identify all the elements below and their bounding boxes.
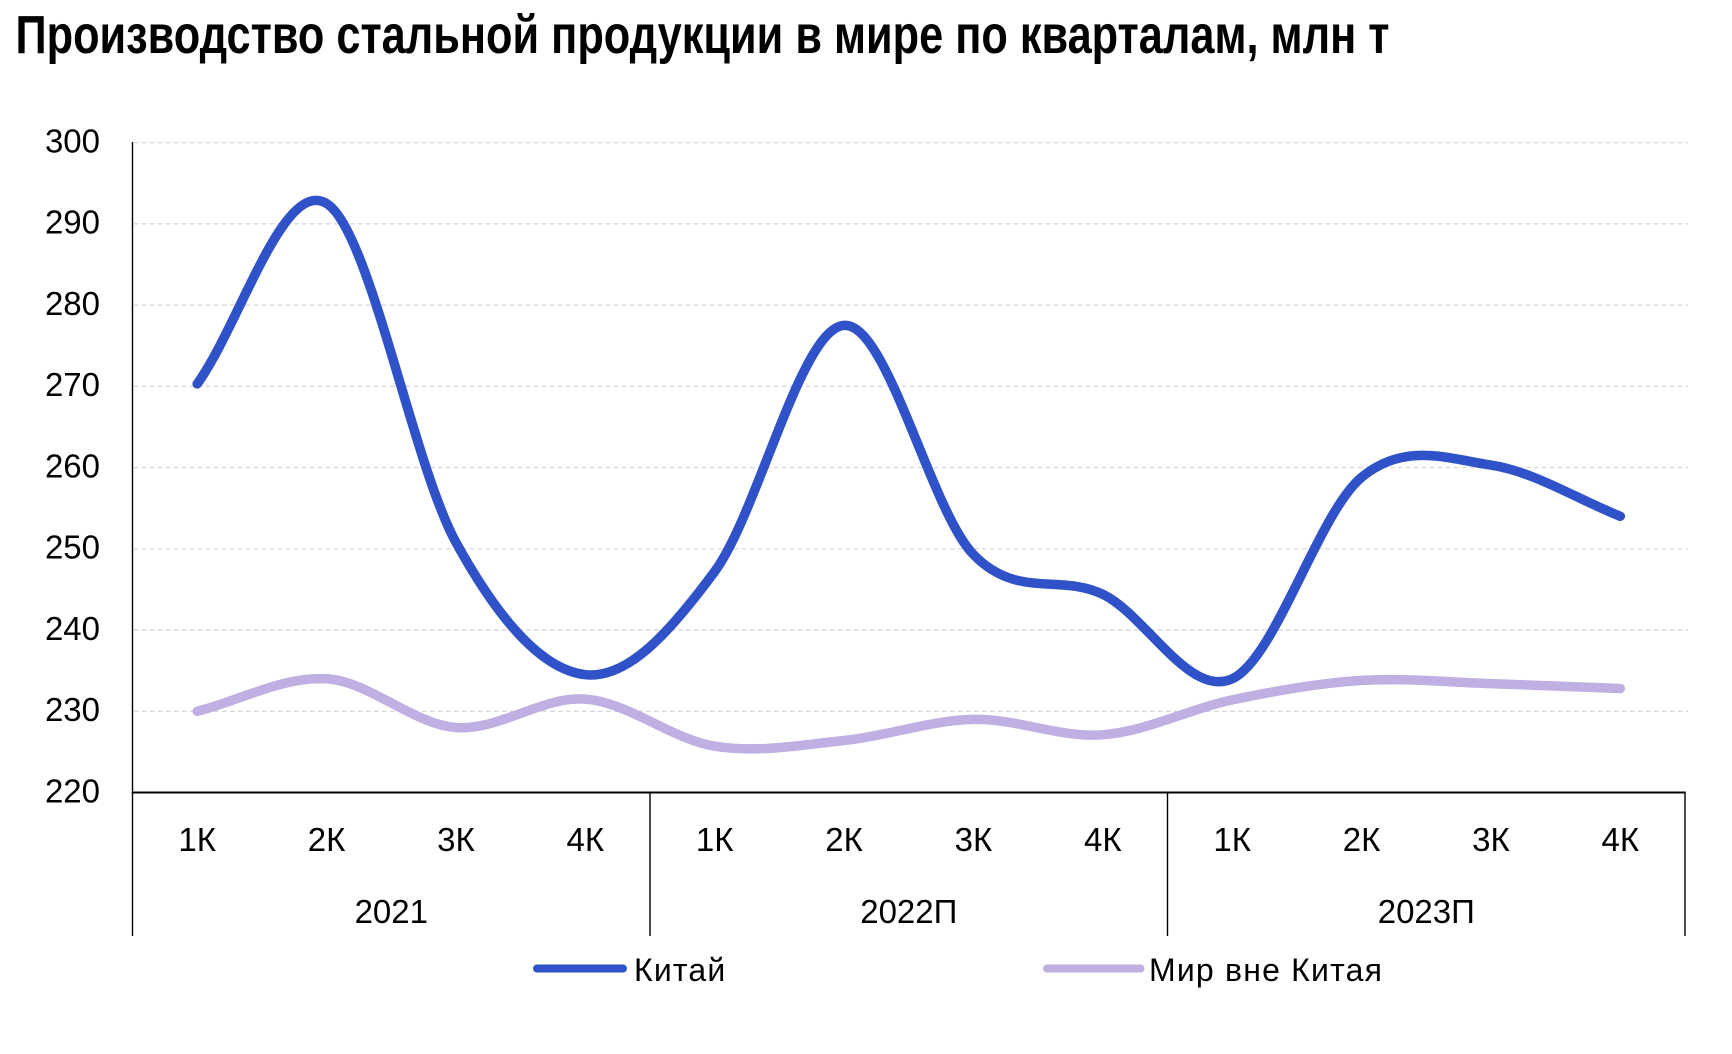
svg-text:2К: 2К: [308, 821, 346, 858]
svg-text:1К: 1К: [696, 821, 734, 858]
svg-text:Мир вне Китая: Мир вне Китая: [1149, 952, 1383, 988]
svg-text:1К: 1К: [1213, 821, 1251, 858]
svg-text:290: 290: [45, 204, 100, 241]
svg-text:220: 220: [45, 772, 100, 809]
svg-text:240: 240: [45, 610, 100, 647]
svg-text:2022П: 2022П: [860, 893, 957, 930]
svg-text:300: 300: [45, 122, 100, 159]
svg-text:280: 280: [45, 285, 100, 322]
svg-text:270: 270: [45, 366, 100, 403]
svg-text:3К: 3К: [1472, 821, 1510, 858]
svg-text:4К: 4К: [567, 821, 605, 858]
svg-text:3К: 3К: [437, 821, 475, 858]
svg-text:Производство стальной продукци: Производство стальной продукции в мире п…: [16, 5, 1390, 65]
svg-text:2023П: 2023П: [1378, 893, 1475, 930]
svg-text:230: 230: [45, 691, 100, 728]
svg-text:260: 260: [45, 447, 100, 484]
svg-text:3К: 3К: [955, 821, 993, 858]
svg-text:2К: 2К: [825, 821, 863, 858]
svg-text:2021: 2021: [355, 893, 428, 930]
svg-text:1К: 1К: [178, 821, 216, 858]
svg-text:4К: 4К: [1602, 821, 1640, 858]
svg-text:2К: 2К: [1343, 821, 1381, 858]
svg-text:4К: 4К: [1084, 821, 1122, 858]
svg-text:Китай: Китай: [634, 952, 726, 988]
svg-text:250: 250: [45, 529, 100, 566]
